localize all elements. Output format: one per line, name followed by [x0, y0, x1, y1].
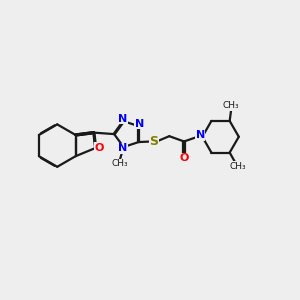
Text: N: N [118, 114, 128, 124]
Text: O: O [95, 143, 104, 153]
Text: CH₃: CH₃ [223, 101, 239, 110]
Text: S: S [149, 135, 158, 148]
Text: N: N [118, 143, 128, 154]
Text: O: O [179, 153, 189, 163]
Text: CH₃: CH₃ [112, 159, 128, 168]
Text: CH₃: CH₃ [229, 162, 246, 171]
Text: N: N [135, 119, 144, 129]
Text: N: N [196, 130, 205, 140]
